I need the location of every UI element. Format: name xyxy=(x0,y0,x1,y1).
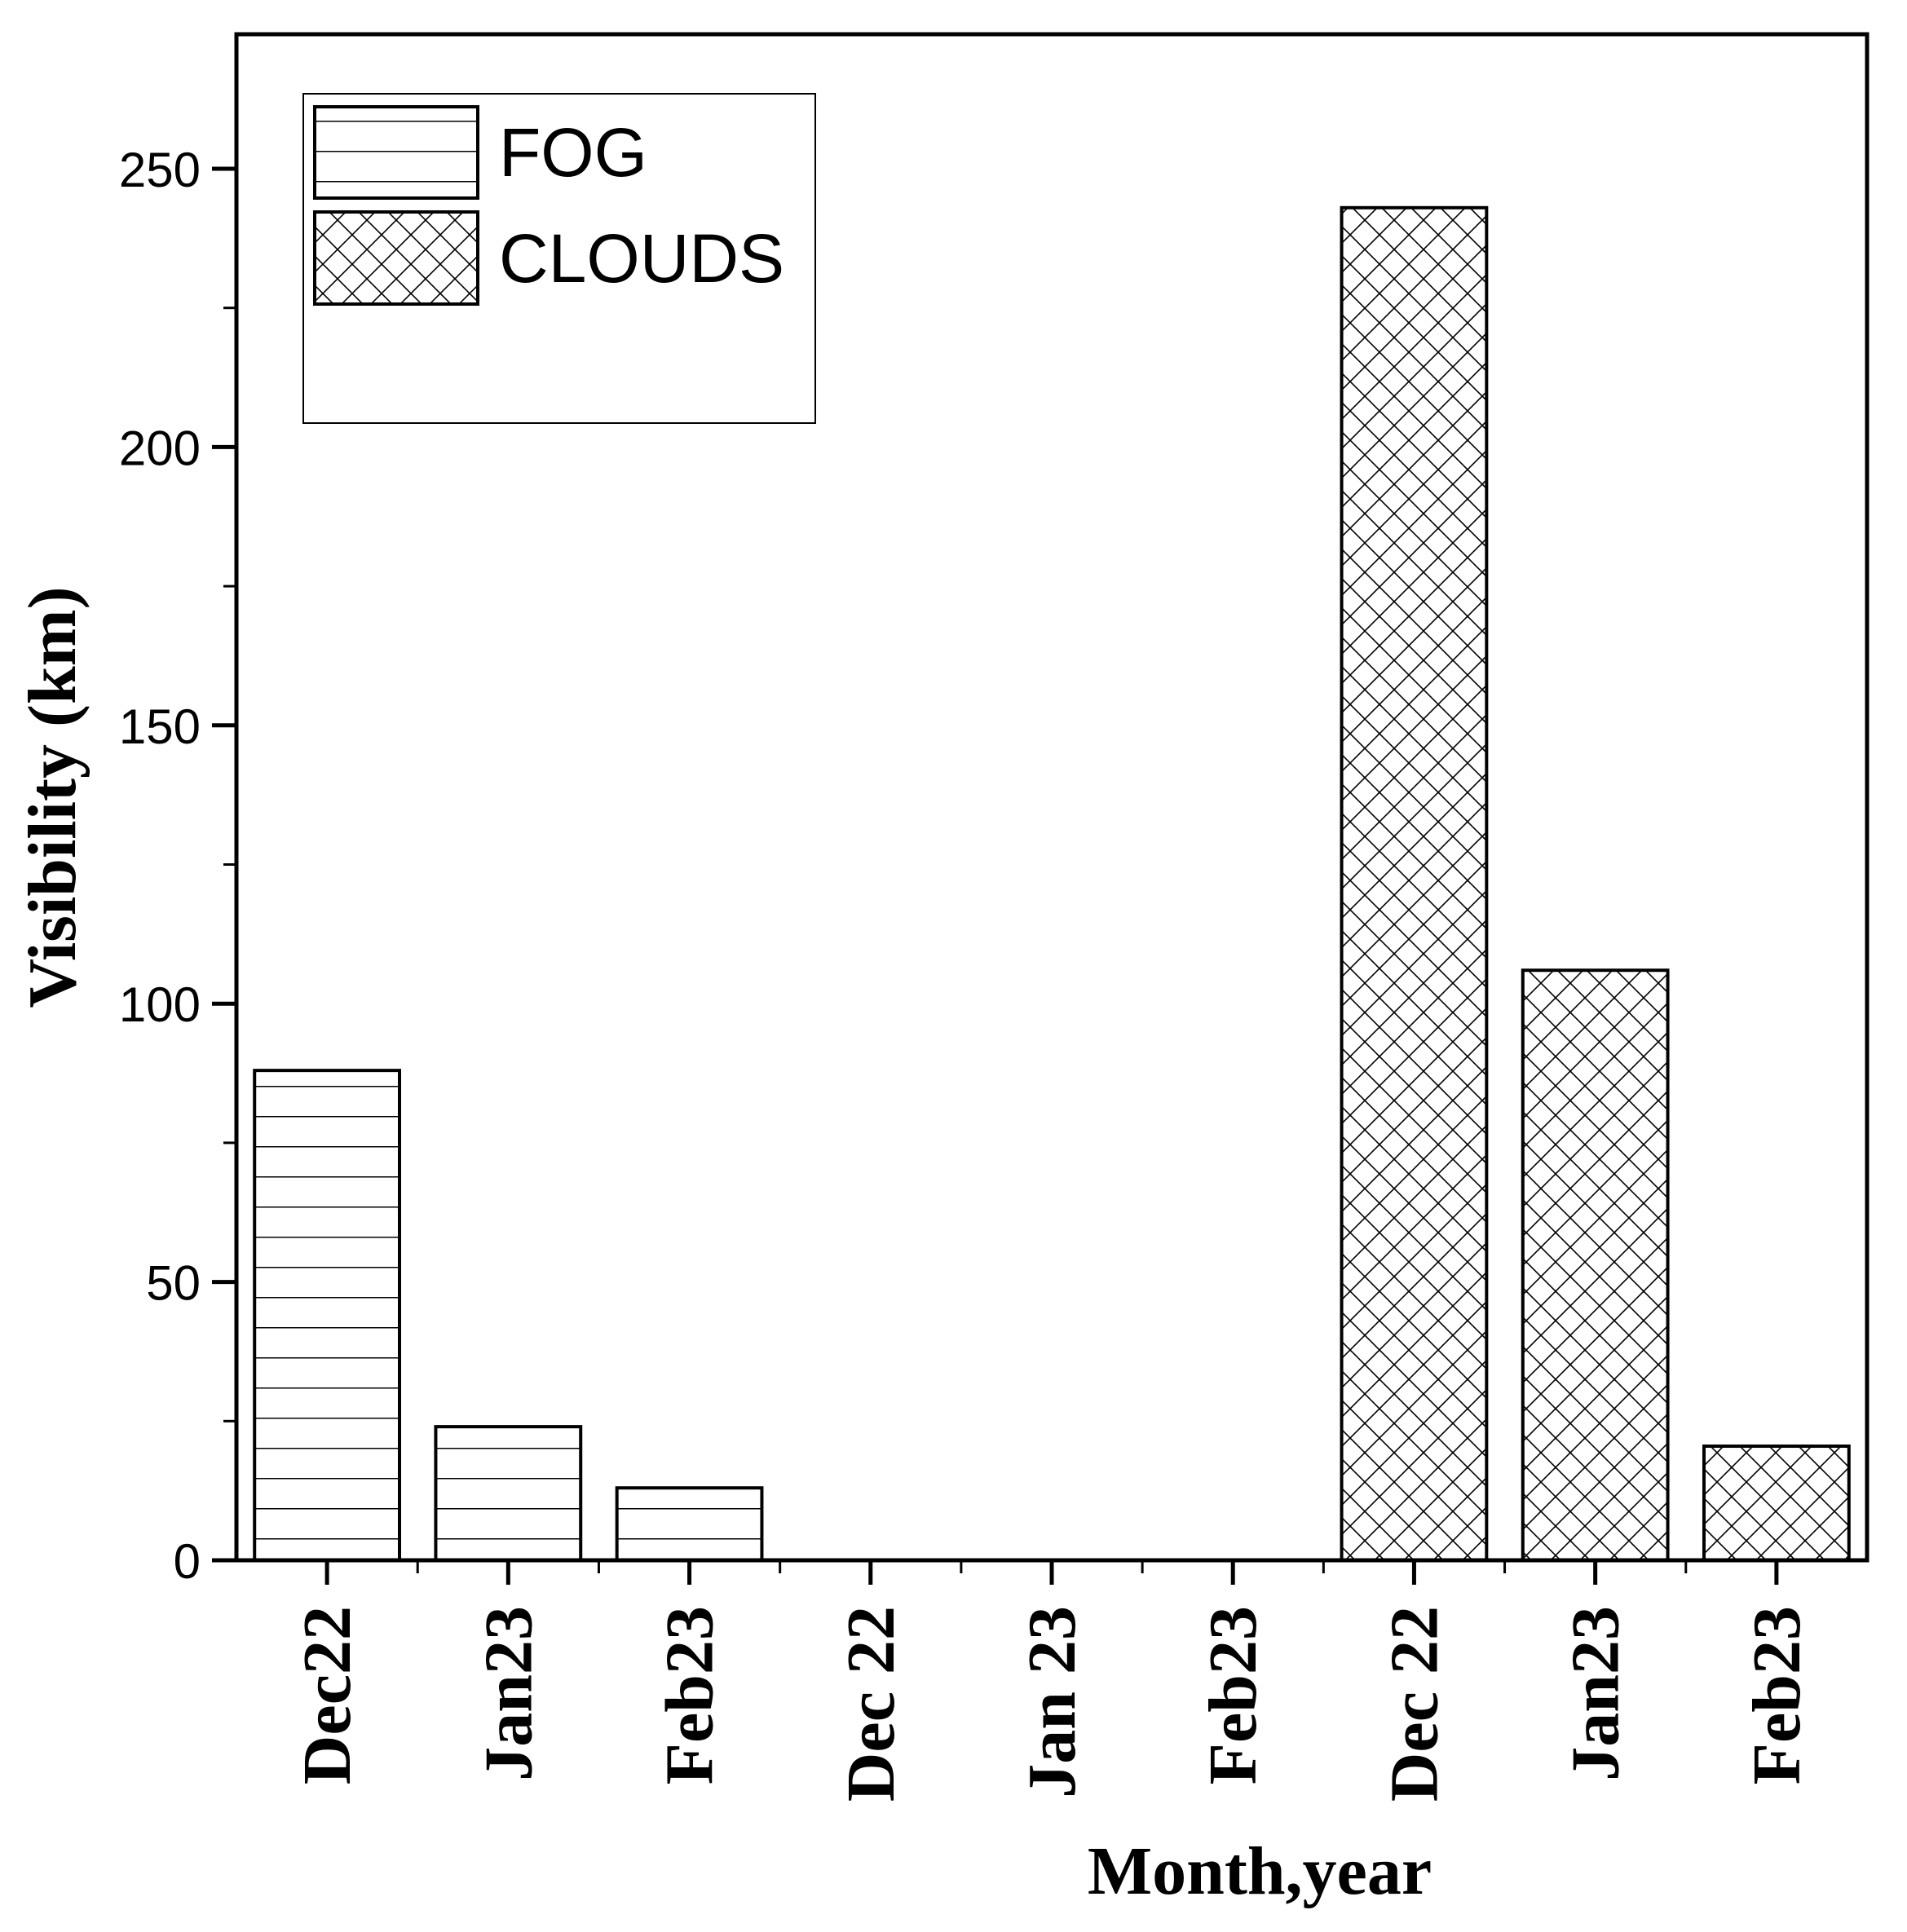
bar-fog xyxy=(434,1425,583,1563)
y-tick-label: 250 xyxy=(119,143,201,197)
x-axis-title: Month,year xyxy=(1088,1833,1432,1909)
x-tick-label: Jan23 xyxy=(470,1606,546,1781)
bar-clouds xyxy=(1702,1445,1851,1562)
y-axis-title: Visibility (km) xyxy=(15,586,90,1008)
x-tick-label: Dec 22 xyxy=(1376,1606,1452,1802)
bar-clouds xyxy=(1521,968,1670,1563)
x-tick-label: Feb23 xyxy=(652,1606,728,1784)
x-tick-label: Feb23 xyxy=(1195,1606,1271,1784)
legend-swatch-fog xyxy=(313,105,479,200)
bar-fog xyxy=(615,1486,764,1562)
x-tick-label: Jan23 xyxy=(1558,1606,1634,1781)
y-tick-label: 200 xyxy=(119,421,201,475)
y-tick-label: 50 xyxy=(146,1256,201,1311)
bar-fog xyxy=(253,1069,401,1562)
legend-swatch-clouds xyxy=(313,210,479,306)
legend-label-fog: FOG xyxy=(499,114,647,191)
legend: FOG CLOUDS xyxy=(302,93,816,424)
y-tick-label: 100 xyxy=(119,977,201,1032)
x-axis: Dec22 Jan23 Feb23 Dec 22 Jan 23 Feb23 Dec 22 Ja… xyxy=(289,1560,1815,1802)
x-tick-label: Feb23 xyxy=(1739,1606,1815,1784)
x-tick-label: Jan 23 xyxy=(1014,1606,1090,1798)
y-tick-label: 0 xyxy=(174,1534,201,1589)
x-tick-label: Dec 22 xyxy=(833,1606,909,1802)
y-tick-label: 150 xyxy=(119,699,201,754)
bar-clouds xyxy=(1340,205,1489,1562)
y-axis: 0 50 100 150 200 250 xyxy=(119,143,236,1589)
legend-label-clouds: CLOUDS xyxy=(499,220,784,297)
x-tick-label: Dec22 xyxy=(289,1606,365,1784)
